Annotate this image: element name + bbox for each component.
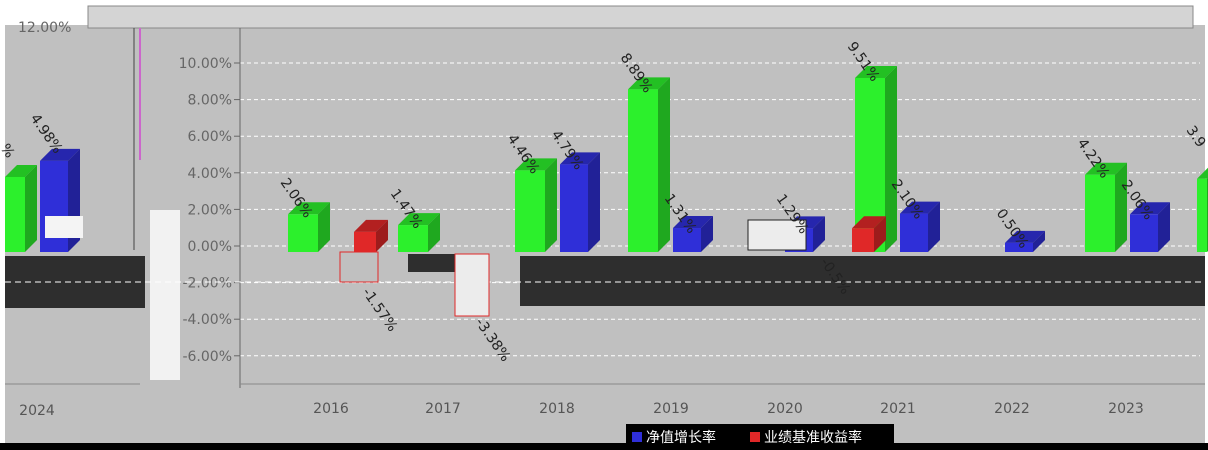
y-tick-label: 2.00% — [188, 202, 232, 218]
bar-green-2021-top — [855, 65, 897, 78]
bar-red-2021 — [852, 216, 886, 252]
bar-blue-2018 — [560, 152, 600, 252]
bar-green-2019-side — [658, 77, 670, 252]
bar-green-2017-top — [398, 213, 440, 226]
bar-blue-2021-top — [900, 201, 940, 214]
bar-red-2021-side — [874, 216, 886, 252]
bar-green-2016-top — [288, 202, 330, 215]
legend-item-1: 业绩基准收益率 — [764, 429, 862, 446]
bar-green-right-face — [1197, 178, 1207, 252]
top-window-frame — [87, 5, 1194, 29]
bar-green-2018-side — [545, 158, 557, 252]
bar-blue-2019 — [673, 216, 713, 252]
bottom-bar — [0, 443, 1208, 450]
bar-blue-2024-face — [40, 160, 68, 252]
legend: 净值增长率 业绩基准收益率 — [626, 424, 894, 448]
bar-green-2023-top — [1085, 162, 1127, 175]
legend-swatch-red — [750, 432, 760, 442]
bar-red-2016-top — [354, 219, 388, 232]
bar-blue-2018-top — [560, 152, 600, 165]
bar-blue-2020-side — [813, 216, 825, 252]
bar-blue-2024-top — [40, 148, 80, 161]
bar-blue-2018-side — [588, 152, 600, 252]
bar-green-right-top — [1197, 167, 1208, 179]
white-patch-2024 — [45, 216, 83, 238]
bar-green-2019-face — [628, 89, 658, 252]
bar-blue-2022-face — [1005, 242, 1033, 252]
bar-green-right — [1197, 167, 1208, 252]
bar-red-2016 — [354, 219, 388, 252]
bar-blue-2021 — [900, 201, 940, 252]
bar-green-2018-top — [515, 158, 557, 171]
bar-green-2024-face — [5, 176, 25, 252]
bar-blue-2023-side — [1158, 202, 1170, 252]
x-tick-2023: 2023 — [1108, 401, 1144, 417]
bar-blue-2019-face — [673, 228, 701, 252]
bar-green-2019-top — [628, 77, 670, 90]
y-tick-label: -4.00% — [182, 312, 232, 328]
x-axis: 2016 2017 2018 2019 2020 2021 2022 2023 2024 — [19, 401, 1144, 419]
bar-red-2021-face — [852, 228, 874, 252]
x-tick-2019: 2019 — [653, 401, 689, 417]
bar-blue-2018-face — [560, 164, 588, 252]
bar-green-2024-side — [25, 164, 37, 252]
x-tick-2024: 2024 — [19, 403, 55, 419]
bar-blue-2023-face — [1130, 214, 1158, 252]
bar-red-2016-side — [376, 219, 388, 252]
bar-green-2023 — [1085, 162, 1127, 252]
bar-blue-2022-top — [1005, 230, 1045, 243]
bar-green-2021-side — [885, 65, 897, 252]
x-tick-2021: 2021 — [880, 401, 916, 417]
bar-blue-2019-top — [673, 216, 713, 229]
bar-green-2023-side — [1115, 162, 1127, 252]
bar-blue-2023-top — [1130, 202, 1170, 215]
bar-blue-2021-face — [900, 213, 928, 252]
legend-item-0: 净值增长率 — [646, 429, 716, 446]
bar-green-2024-top — [5, 164, 37, 177]
bar-green-2016-face — [288, 214, 318, 252]
top-tick-label: 12.00% — [18, 20, 71, 36]
bar-green-2017-side — [428, 213, 440, 252]
x-tick-2018: 2018 — [539, 401, 575, 417]
bar-green-2019 — [628, 77, 670, 252]
bar-blue-2019-side — [701, 216, 713, 252]
bar-green-2016 — [288, 202, 330, 252]
y-tick-label: -2.00% — [182, 276, 232, 292]
y-tick-label: 8.00% — [188, 93, 232, 109]
bar-blue-2021-side — [928, 201, 940, 252]
y-tick-label: 0.00% — [188, 239, 232, 255]
y-axis: 10.00% 8.00% 6.00% 4.00% 2.00% 0.00% -2.00% -4.… — [179, 28, 241, 388]
bar-green-2016-side — [318, 202, 330, 252]
bar-green-2024 — [5, 164, 37, 252]
x-tick-2020: 2020 — [767, 401, 803, 417]
plot-background — [5, 25, 1205, 443]
bar-green-2018-face — [515, 170, 545, 252]
x-tick-2022: 2022 — [994, 401, 1030, 417]
band-right — [520, 256, 1205, 306]
legend-swatch-blue — [632, 432, 642, 442]
bar-green-2023-face — [1085, 174, 1115, 252]
x-tick-2016: 2016 — [313, 401, 349, 417]
bar-blue-2022 — [1005, 230, 1045, 252]
left-panel-divider — [150, 210, 180, 380]
y-tick-label: 10.00% — [179, 56, 232, 72]
bar-green-2018 — [515, 158, 557, 252]
ghost-box-2020 — [747, 219, 807, 251]
bar-green-2017-face — [398, 225, 428, 252]
x-tick-2017: 2017 — [425, 401, 461, 417]
bar-blue-2022-side — [1033, 230, 1045, 252]
ghost-box-2017 — [454, 253, 490, 317]
ghost-box-2016 — [339, 251, 379, 283]
y-tick-label: 4.00% — [188, 166, 232, 182]
bars — [5, 65, 1208, 317]
bar-green-2017 — [398, 213, 440, 252]
negative-bands — [5, 254, 1205, 385]
y-tick-label: -6.00% — [182, 349, 232, 365]
y-tick-label: 6.00% — [188, 129, 232, 145]
bar-red-2021-top — [852, 216, 886, 229]
bar-blue-2023 — [1130, 202, 1170, 252]
bar-red-2016-face — [354, 231, 376, 252]
